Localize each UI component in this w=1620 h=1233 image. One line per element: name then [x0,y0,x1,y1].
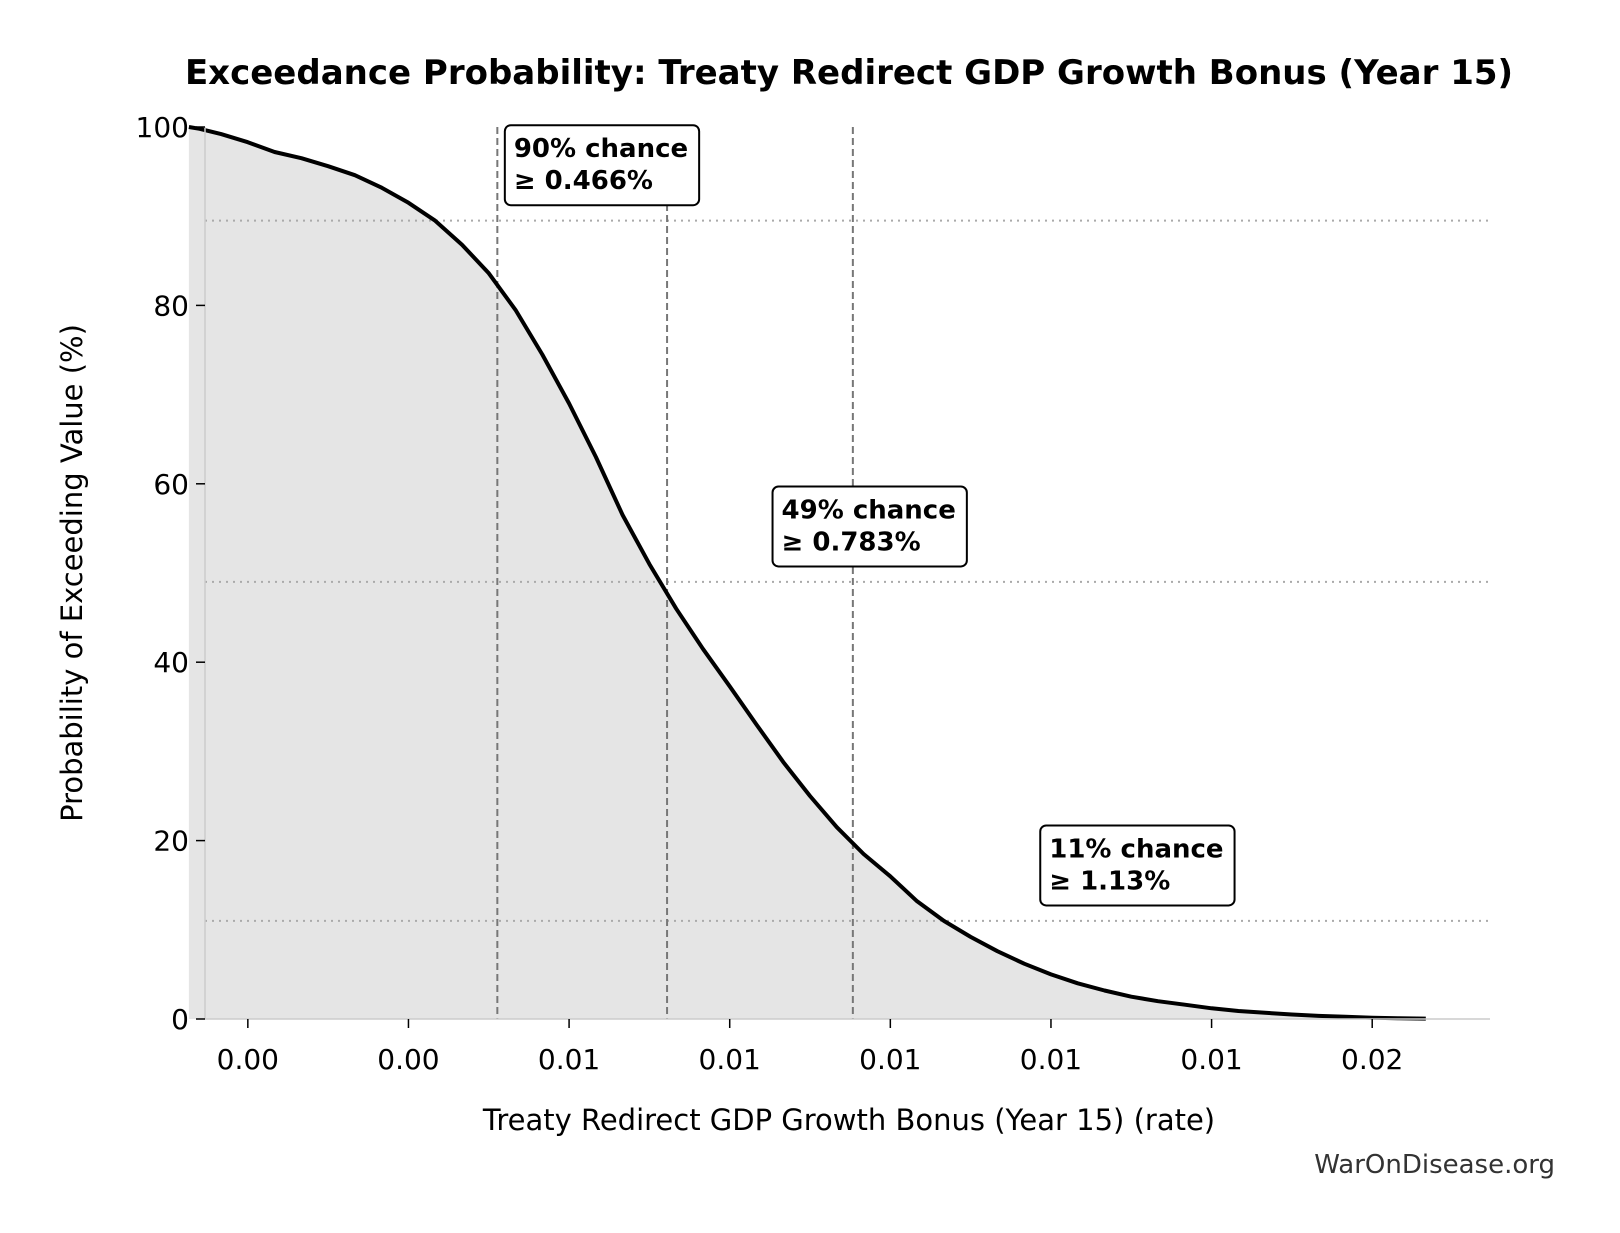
y-axis-ticks: 0 20 40 60 80 100 [136,111,205,1036]
annotation-frame [503,124,701,207]
x-tick-label: 0.01 [699,1043,761,1076]
vertical-reference-lines [496,127,854,1019]
y-tick-label: 40 [153,646,189,679]
annotation-line-2: ≥ 1.13% [1049,866,1170,896]
x-tick-label: 0.01 [1180,1043,1242,1076]
plot-area: 90% chance≥ 0.466% 49% chance≥ 0.783% 11% … [188,124,1490,1021]
annotation-box-2: 11% chance≥ 1.13% [1039,824,1236,907]
y-tick-label: 60 [153,468,189,501]
x-axis-ticks: 0.00 0.00 0.01 0.01 0.01 0.01 0.01 0.02 [217,1019,1403,1076]
x-tick-label: 0.00 [217,1043,279,1076]
y-tick-label: 100 [136,111,189,144]
annotation-line-1: 11% chance [1049,834,1223,864]
annotation-box-0: 90% chance≥ 0.466% [503,124,701,207]
annotation-line-1: 90% chance [514,134,688,164]
y-tick-label: 0 [171,1003,189,1036]
annotation-box-1: 49% chance≥ 0.783% [771,485,968,568]
x-tick-label: 0.02 [1341,1043,1403,1076]
y-axis-label: Probability of Exceeding Value (%) [55,324,89,822]
x-tick-label: 0.01 [1020,1043,1082,1076]
x-tick-label: 0.01 [538,1043,600,1076]
y-tick-label: 20 [153,825,189,858]
x-axis-label: Treaty Redirect GDP Growth Bonus (Year 1… [482,1103,1215,1137]
exceedance-curve [188,125,1426,1021]
annotation-line-2: ≥ 0.466% [514,166,653,196]
y-tick-label: 80 [153,289,189,322]
annotation-line-2: ≥ 0.783% [782,527,921,557]
watermark: WarOnDisease.org [1314,1150,1555,1180]
exceedance-area [188,127,1426,1019]
chart-title: Exceedance Probability: Treaty Redirect … [185,53,1513,93]
annotation-frame [1039,824,1236,907]
annotation-frame [771,485,968,568]
x-tick-label: 0.00 [377,1043,439,1076]
annotations: 90% chance≥ 0.466% 49% chance≥ 0.783% 11% … [503,124,1236,907]
x-tick-label: 0.01 [859,1043,921,1076]
annotation-line-1: 49% chance [782,495,956,525]
